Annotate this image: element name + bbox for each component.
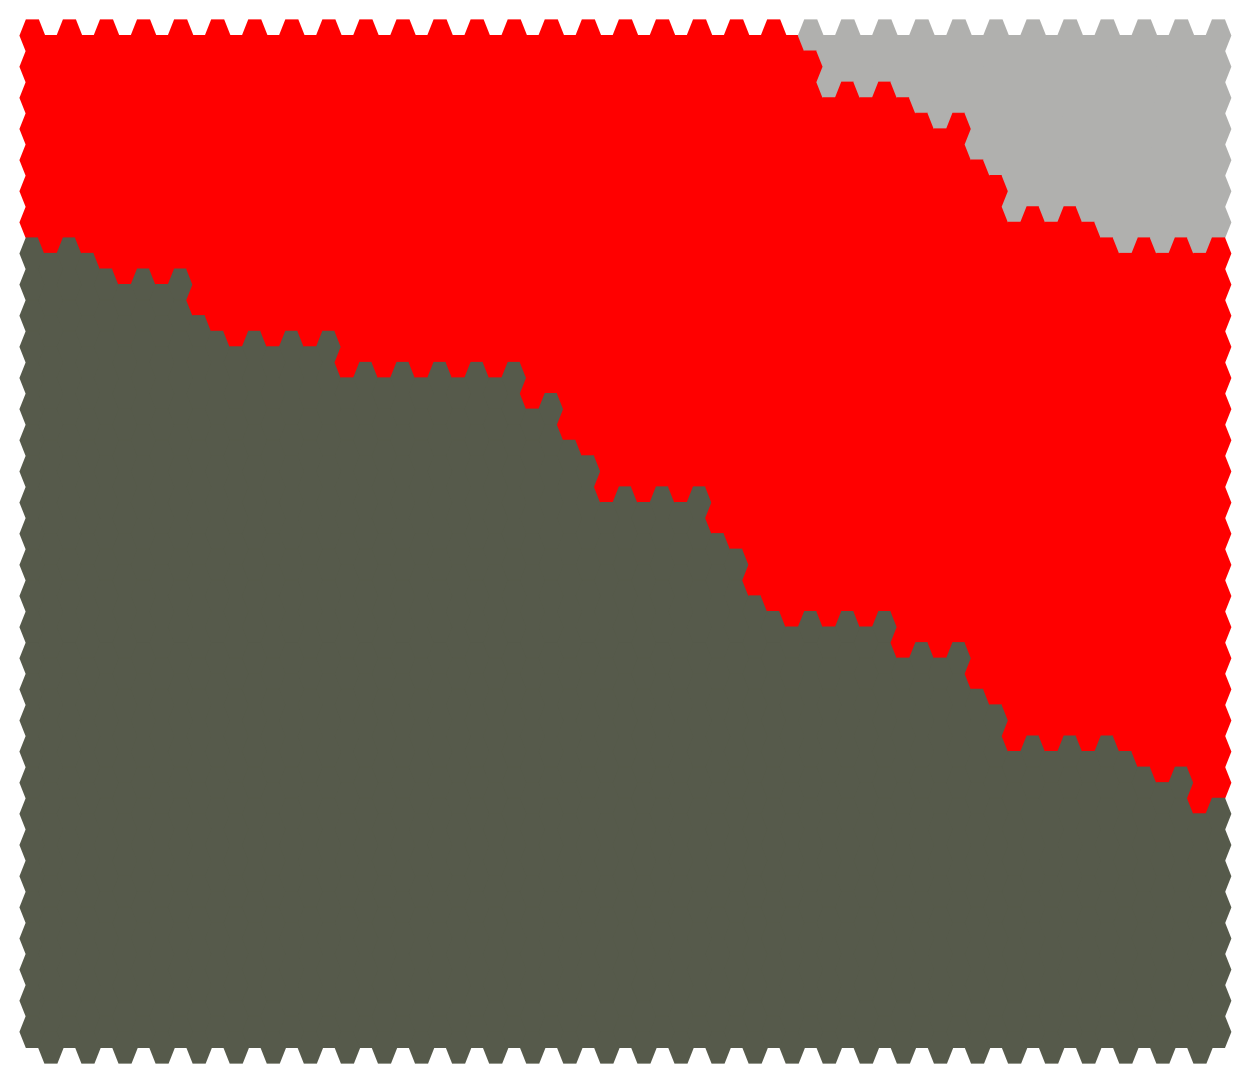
hex-cell-olive[interactable] [1205,1015,1232,1049]
